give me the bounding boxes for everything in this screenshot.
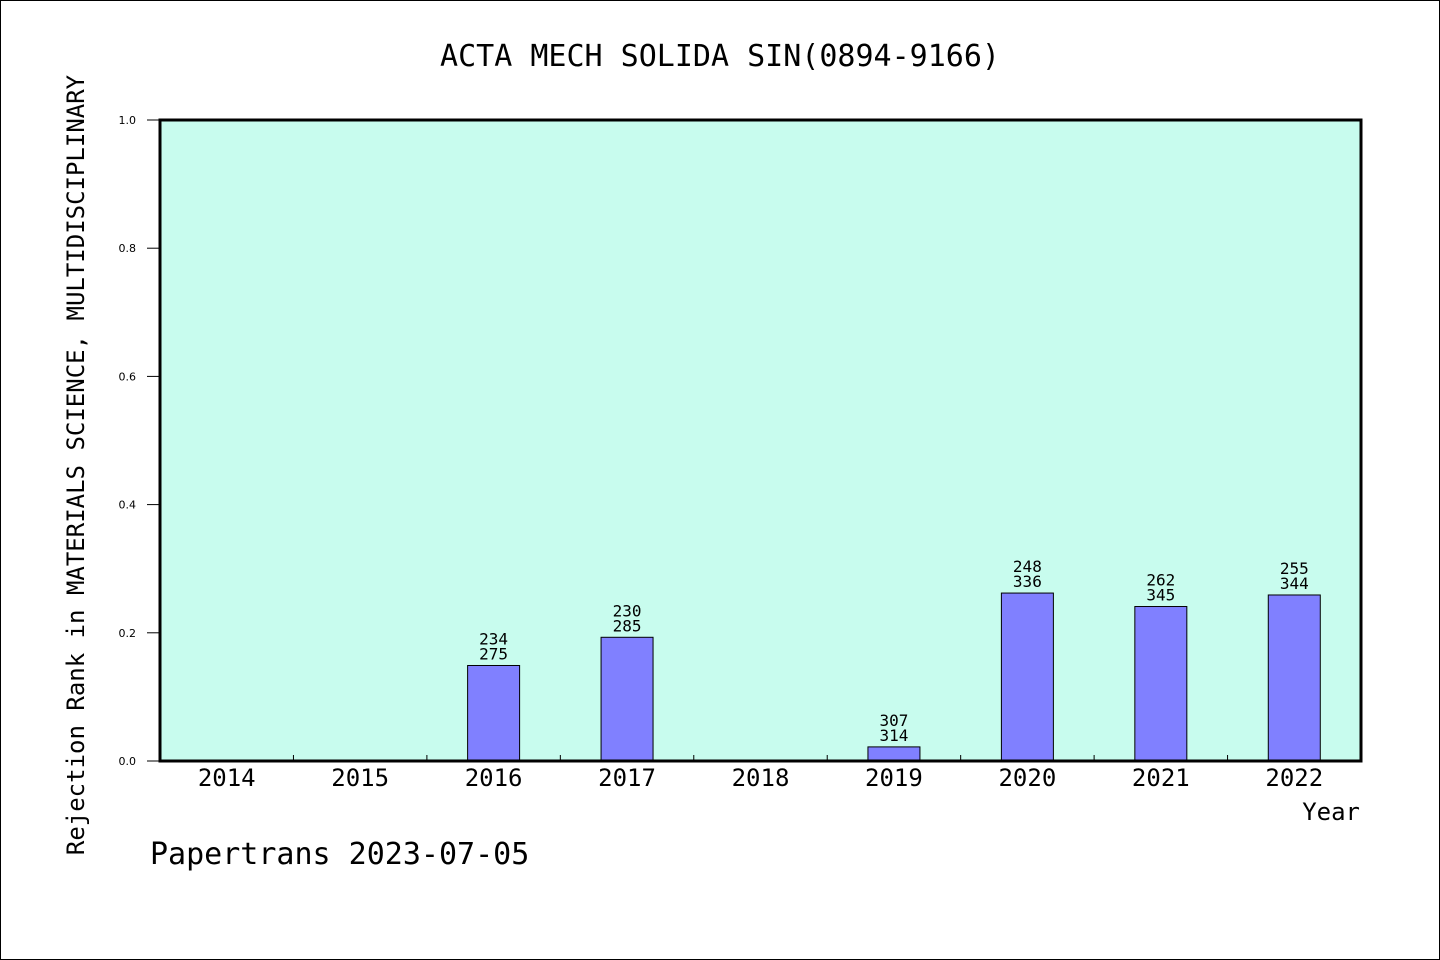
y-axis-label: Rejection Rank in MATERIALS SCIENCE, MUL… [62, 74, 90, 855]
bar-label-top: 255 [1280, 559, 1309, 578]
bar-2016 [467, 664, 521, 762]
x-tick-label: 2018 [732, 764, 790, 792]
x-axis-label: Year [1302, 798, 1360, 826]
bar-2017 [600, 636, 654, 762]
bar-label-bottom: 275 [479, 644, 508, 663]
bar-2021 [1134, 606, 1188, 762]
y-tick-label: 0.2 [119, 627, 137, 640]
y-tick-label: 0.0 [119, 755, 137, 768]
x-tick-label: 2017 [598, 764, 656, 792]
y-axis: 0.0 0.2 0.4 0.6 0.8 1.0 [119, 114, 160, 768]
bar-label-top: 230 [613, 601, 642, 620]
y-tick-label: 1.0 [119, 114, 137, 127]
bar-label-bottom: 344 [1280, 574, 1309, 593]
x-tick-label: 2020 [998, 764, 1056, 792]
y-tick-label: 0.4 [119, 499, 137, 512]
bar-2019 [867, 746, 921, 762]
bar-label-bottom: 336 [1013, 572, 1042, 591]
bar-2020 [1000, 592, 1054, 762]
chart-title: ACTA MECH SOLIDA SIN(0894-9166) [440, 39, 1000, 74]
bar-label-top: 262 [1146, 571, 1175, 590]
x-tick-label: 2016 [465, 764, 523, 792]
bar-label-bottom: 345 [1146, 586, 1175, 605]
bar-label-bottom: 285 [613, 616, 642, 635]
bar-label-top: 307 [879, 711, 908, 730]
footer-text: Papertrans 2023-07-05 [150, 837, 529, 872]
x-tick-label: 2014 [198, 764, 256, 792]
x-axis: 2014 2015 2016 2017 2018 2019 2020 2021 2022 [198, 755, 1323, 792]
x-tick-label: 2022 [1265, 764, 1323, 792]
bar-2022 [1267, 594, 1321, 762]
y-tick-label: 0.8 [119, 242, 137, 255]
x-tick-label: 2021 [1132, 764, 1190, 792]
plot-border [158, 118, 1363, 763]
y-tick-label: 0.6 [119, 370, 137, 383]
bars-group [467, 592, 1321, 762]
bar-label-bottom: 314 [879, 726, 908, 745]
bar-label-top: 248 [1013, 557, 1042, 576]
x-tick-label: 2015 [331, 764, 389, 792]
x-tick-label: 2019 [865, 764, 923, 792]
bar-label-top: 234 [479, 629, 508, 648]
